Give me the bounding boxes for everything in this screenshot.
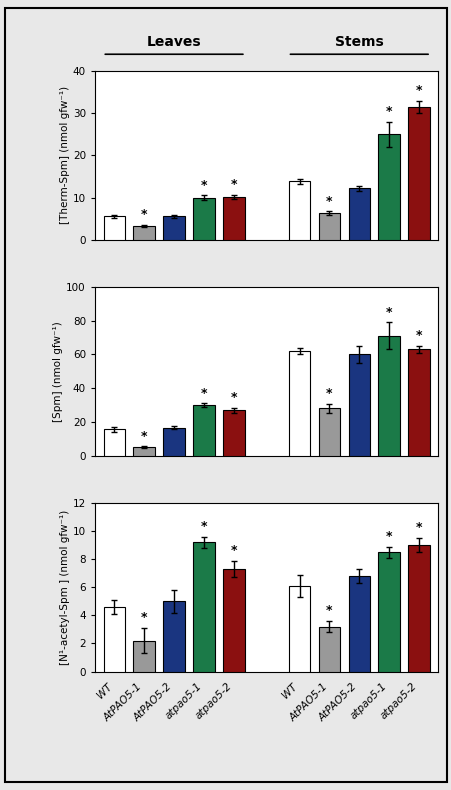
Bar	[103, 607, 125, 672]
Bar	[193, 542, 214, 672]
Bar	[377, 134, 399, 239]
Bar	[318, 626, 340, 672]
Text: Stems: Stems	[334, 36, 383, 49]
Bar	[163, 216, 184, 239]
Bar	[407, 107, 429, 239]
Y-axis label: [Spm] (nmol gfw⁻¹): [Spm] (nmol gfw⁻¹)	[53, 321, 63, 422]
Text: *: *	[230, 391, 236, 404]
Bar	[193, 198, 214, 239]
Text: *: *	[326, 194, 332, 208]
Bar	[288, 351, 309, 456]
Text: *: *	[230, 178, 236, 191]
Text: *: *	[415, 84, 421, 97]
Text: *: *	[141, 611, 147, 624]
Text: *: *	[326, 604, 332, 617]
Text: *: *	[385, 306, 391, 318]
Text: *: *	[385, 105, 391, 118]
Bar	[223, 410, 244, 456]
Bar	[288, 182, 309, 239]
Bar	[348, 188, 369, 239]
Bar	[348, 576, 369, 672]
Y-axis label: [Therm-Spm] (nmol gfw⁻¹): [Therm-Spm] (nmol gfw⁻¹)	[60, 86, 70, 224]
Bar	[288, 586, 309, 672]
Text: *: *	[141, 430, 147, 442]
Text: *: *	[326, 387, 332, 401]
Bar	[133, 226, 155, 239]
Text: Leaves: Leaves	[147, 36, 201, 49]
Text: *: *	[415, 521, 421, 534]
Bar	[348, 355, 369, 456]
Text: *: *	[230, 544, 236, 557]
Text: *: *	[200, 386, 207, 400]
Text: *: *	[385, 530, 391, 543]
Bar	[377, 552, 399, 672]
Bar	[407, 349, 429, 456]
Bar	[133, 641, 155, 672]
Bar	[223, 197, 244, 239]
Text: *: *	[415, 329, 421, 342]
Bar	[163, 601, 184, 672]
Bar	[407, 545, 429, 671]
Text: *: *	[141, 209, 147, 221]
Bar	[377, 336, 399, 456]
Text: *: *	[200, 179, 207, 192]
Bar	[318, 408, 340, 456]
Bar	[103, 216, 125, 239]
Y-axis label: [N¹-acetyl-Spm ] (nmol gfw⁻¹): [N¹-acetyl-Spm ] (nmol gfw⁻¹)	[60, 510, 70, 665]
Bar	[163, 427, 184, 456]
Bar	[103, 430, 125, 456]
Bar	[133, 447, 155, 456]
Bar	[193, 405, 214, 456]
Bar	[223, 569, 244, 672]
Bar	[318, 213, 340, 239]
Text: *: *	[200, 520, 207, 533]
